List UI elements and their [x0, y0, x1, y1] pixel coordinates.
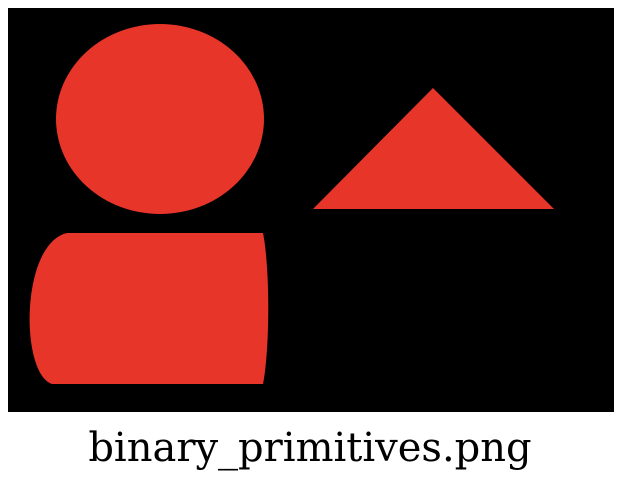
red-circle-shape	[56, 24, 264, 214]
binary-image	[8, 8, 614, 412]
red-triangle-shape	[313, 88, 554, 209]
image-caption: binary_primitives.png	[88, 425, 532, 471]
binary-image-svg	[8, 8, 614, 412]
red-rounded-rectangle-shape	[29, 233, 269, 384]
